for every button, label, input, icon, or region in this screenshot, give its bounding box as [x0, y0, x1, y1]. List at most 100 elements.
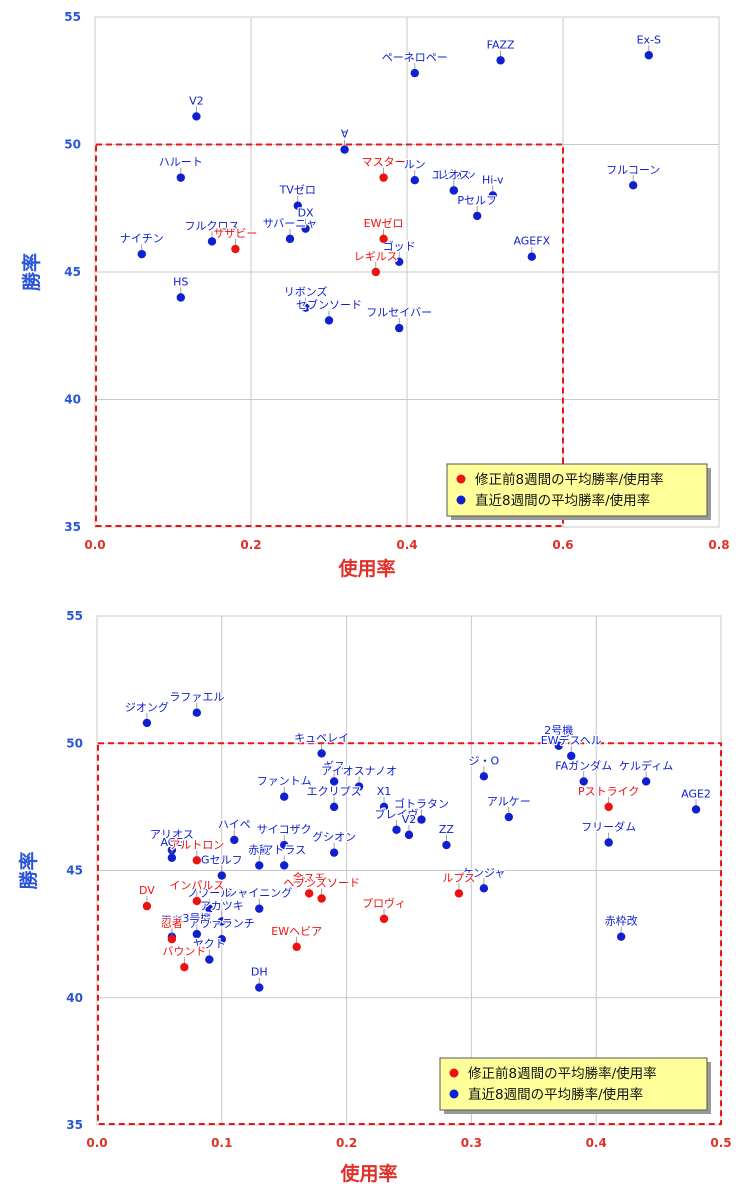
data-point	[167, 935, 177, 944]
data-label: ゴッド	[383, 239, 416, 253]
data-point	[217, 871, 226, 880]
data-point	[488, 191, 497, 200]
y-tick-label: 40	[64, 393, 81, 407]
data-label: EWデスヘル	[541, 733, 602, 747]
data-point	[479, 772, 489, 781]
data-point	[142, 901, 152, 911]
data-point	[176, 293, 185, 302]
data-label: Hi-v	[482, 174, 504, 187]
data-point	[192, 856, 202, 865]
x-tick-label: 0.0	[86, 1136, 107, 1150]
data-label: フルセイバー	[366, 306, 432, 319]
x-tick-label: 0.0	[84, 538, 105, 552]
data-label: ジオング	[125, 700, 169, 714]
legend-label: 直近8週間の平均勝率/使用率	[468, 1086, 643, 1103]
threshold-box	[95, 143, 564, 527]
data-label: ∀	[341, 128, 349, 141]
x-tick-label: 0.1	[211, 1136, 232, 1150]
data-point	[379, 802, 389, 812]
data-point	[217, 917, 226, 926]
data-point	[479, 884, 489, 893]
data-label: ケルディム	[619, 758, 673, 772]
data-point	[280, 861, 289, 870]
data-label: プロヴィ	[362, 896, 406, 910]
data-label: Gセルフ	[201, 854, 243, 867]
data-point	[329, 777, 339, 786]
data-label: アイオスナノオ	[321, 765, 397, 778]
data-label: グシオン	[312, 830, 356, 844]
y-axis-title: 勝率	[20, 253, 43, 291]
x-tick-label: 0.6	[552, 538, 573, 552]
data-label: ハイペ	[218, 818, 251, 831]
data-point	[395, 257, 404, 266]
data-point	[304, 889, 314, 898]
data-point	[604, 802, 613, 812]
data-point	[255, 983, 264, 992]
data-label: エクリプス	[307, 785, 362, 798]
data-point	[192, 708, 202, 717]
data-point	[379, 914, 389, 924]
data-label: DV	[139, 884, 155, 897]
data-label: アヴァランチ	[189, 916, 255, 930]
data-point	[410, 68, 419, 78]
data-point	[504, 812, 514, 822]
data-label: HS	[173, 276, 188, 289]
data-point	[301, 224, 310, 233]
data-point	[629, 181, 638, 190]
data-point	[317, 749, 326, 758]
data-label: ブレイヴ	[375, 807, 419, 821]
data-label: EWゼロ	[364, 217, 404, 230]
data-label: ペーネロペー	[382, 51, 448, 64]
x-tick-label: 0.8	[708, 538, 729, 552]
data-label: アカツキ	[200, 899, 244, 912]
data-point	[142, 718, 152, 728]
legend-marker	[449, 1068, 459, 1078]
data-label: マスター	[362, 156, 406, 169]
legend-marker	[449, 1089, 459, 1099]
data-label: ラファエル	[169, 691, 224, 704]
data-point	[137, 249, 146, 259]
data-label: ゴトラタン	[394, 797, 449, 811]
data-label: V2	[402, 813, 417, 826]
data-point	[691, 805, 701, 814]
data-label: DH	[251, 966, 268, 979]
data-point	[324, 316, 334, 325]
data-label: エピオン	[432, 168, 476, 181]
data-label: バウンド	[162, 945, 206, 958]
data-label: サバーニャ	[263, 217, 318, 230]
data-point	[217, 935, 226, 944]
data-point	[404, 830, 414, 840]
scatter-chart-2: 0.0 0.1 0.2 0.3 0.4 0.5 35 40 45 50 55 ラファエルジオングキュベ…	[17, 609, 732, 1185]
y-tick-label: 50	[64, 138, 81, 152]
data-label: フルクロス	[185, 219, 240, 232]
data-label: ナイチン	[120, 232, 164, 245]
data-point	[255, 904, 264, 913]
y-tick-label: 55	[64, 10, 81, 24]
data-point	[192, 896, 202, 906]
data-point	[280, 792, 289, 801]
data-label: AGE	[160, 836, 183, 849]
data-point	[285, 234, 295, 244]
legend-box	[446, 463, 708, 517]
data-label: ジ・O	[469, 754, 500, 767]
legend-label: 修正前8週間の平均勝率/使用率	[475, 471, 664, 488]
data-point	[567, 751, 576, 761]
threshold-box	[97, 742, 722, 1125]
data-label: ルン	[404, 158, 426, 171]
data-point	[395, 323, 404, 333]
data-label: V2	[189, 94, 204, 107]
data-label: 赤枠改	[605, 914, 638, 928]
data-point	[449, 186, 458, 195]
data-label: Pセルフ	[457, 194, 497, 207]
data-label: シャイニング	[226, 886, 292, 900]
data-label: ハルート	[159, 156, 203, 169]
data-point	[301, 303, 310, 312]
data-point	[205, 904, 214, 913]
data-point	[231, 244, 240, 254]
data-label: フリーダム	[581, 820, 636, 834]
data-label: X1	[377, 785, 392, 798]
data-label: EWヘビア	[271, 925, 322, 938]
y-tick-label: 45	[64, 265, 81, 279]
